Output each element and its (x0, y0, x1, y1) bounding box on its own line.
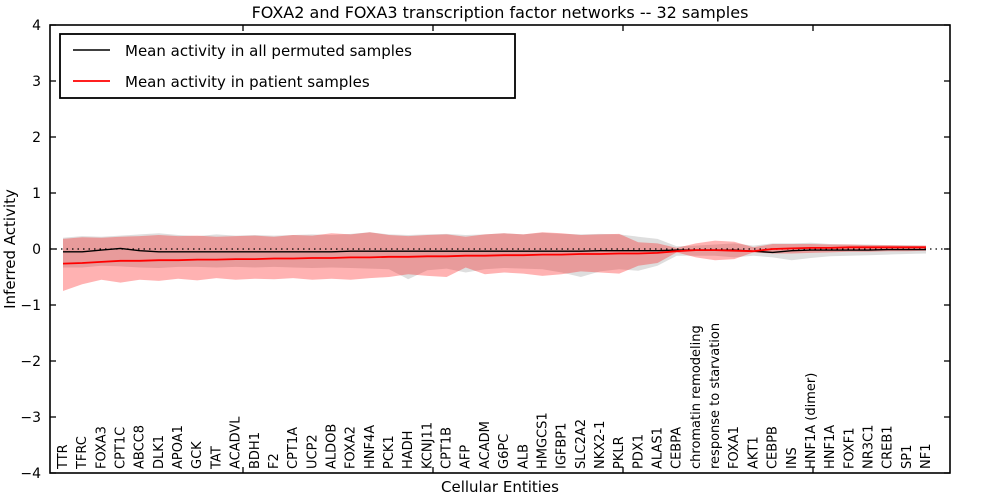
x-tick-label: TTR (56, 444, 71, 470)
x-tick-label: TAT (209, 446, 224, 470)
x-tick-label: F2 (267, 453, 282, 469)
plot-frame (49, 24, 951, 474)
x-tick-label: HNF1A (dimer) (804, 373, 819, 469)
chart-title: FOXA2 and FOXA3 transcription factor net… (252, 3, 749, 22)
x-axis-label: Cellular Entities (441, 478, 559, 496)
x-tick-label: KCNJ11 (420, 422, 435, 469)
axis-ticks (50, 24, 950, 474)
x-tick-label: CREB1 (881, 425, 896, 469)
x-tick-label: NR3C1 (861, 425, 876, 469)
legend: Mean activity in all permuted samples Me… (59, 33, 516, 99)
x-tick-label: APOA1 (171, 425, 186, 469)
x-tick-labels: TTR TFRC FOXA3 CPT1C ABCC8 DLK1 APOA1 GCK TAT ACA… (56, 323, 934, 470)
legend-box (59, 33, 516, 99)
x-tick-label: PCK1 (382, 435, 397, 469)
x-tick-label: NKX2-1 (593, 421, 608, 469)
x-tick-label: response to starvation (708, 323, 723, 469)
x-tick-label: ALAS1 (651, 427, 666, 469)
x-tick-label: CPT1A (286, 427, 301, 469)
y-tick-labels: 4 3 2 1 0 −1 −2 −3 −4 (20, 18, 41, 482)
x-tick-label: PDX1 (631, 434, 646, 469)
y-tick-label: −1 (20, 298, 41, 314)
x-tick-label: CPT1B (440, 427, 455, 469)
x-tick-label: UCP2 (305, 434, 320, 469)
x-tick-label: GCK (190, 441, 205, 469)
legend-label-permuted: Mean activity in all permuted samples (125, 42, 412, 60)
y-tick-label: 0 (32, 242, 41, 258)
x-tick-label: NF1 (919, 444, 934, 469)
x-tick-label: TFRC (75, 436, 90, 470)
x-tick-label: FOXA3 (94, 426, 109, 469)
x-tick-label: HMGCS1 (535, 412, 550, 469)
y-tick-label: 1 (32, 186, 41, 202)
line-patient (62, 246, 926, 265)
x-tick-label: AFP (459, 445, 474, 469)
x-tick-label: HNF4A (363, 425, 378, 469)
band-patient (63, 232, 926, 291)
x-tick-label: CEBPA (670, 427, 685, 469)
x-tick-label: PKLR (612, 436, 627, 469)
confidence-bands (63, 232, 926, 291)
x-tick-label: SP1 (900, 445, 915, 469)
x-tick-label: chromatin remodeling (689, 325, 704, 469)
x-tick-label: INS (785, 447, 800, 469)
x-tick-label: HADH (401, 431, 416, 469)
x-tick-label: ALDOB (324, 424, 339, 469)
x-tick-label: ACADVL (229, 416, 244, 469)
x-tick-label: ALB (516, 444, 531, 469)
y-axis-label: Inferred Activity (1, 189, 19, 309)
x-tick-label: CPT1C (114, 427, 129, 469)
x-tick-label: AKT1 (746, 436, 761, 469)
x-tick-label: G6PC (497, 434, 512, 469)
x-tick-label: ABCC8 (133, 425, 148, 469)
x-tick-label: CEBPB (766, 426, 781, 469)
y-tick-label: 3 (32, 74, 41, 90)
x-tick-label: FOXA1 (727, 426, 742, 469)
y-tick-label: 4 (32, 18, 41, 34)
line-permuted (63, 247, 926, 254)
y-tick-label: 2 (32, 130, 41, 146)
y-tick-label: −2 (20, 354, 41, 370)
y-tick-label: −4 (20, 466, 41, 482)
x-tick-label: ACADM (478, 421, 493, 469)
x-tick-label: IGFBP1 (555, 423, 570, 469)
legend-label-patient: Mean activity in patient samples (125, 73, 370, 91)
x-tick-label: FOXA2 (344, 426, 359, 469)
x-tick-label: FOXF1 (842, 427, 857, 469)
x-tick-label: HNF1A (823, 425, 838, 469)
series-lines (62, 246, 926, 265)
x-tick-label: BDH1 (248, 432, 263, 469)
y-tick-label: −3 (20, 410, 41, 426)
x-tick-label: SLC2A2 (574, 419, 589, 469)
x-tick-label: DLK1 (152, 435, 167, 469)
